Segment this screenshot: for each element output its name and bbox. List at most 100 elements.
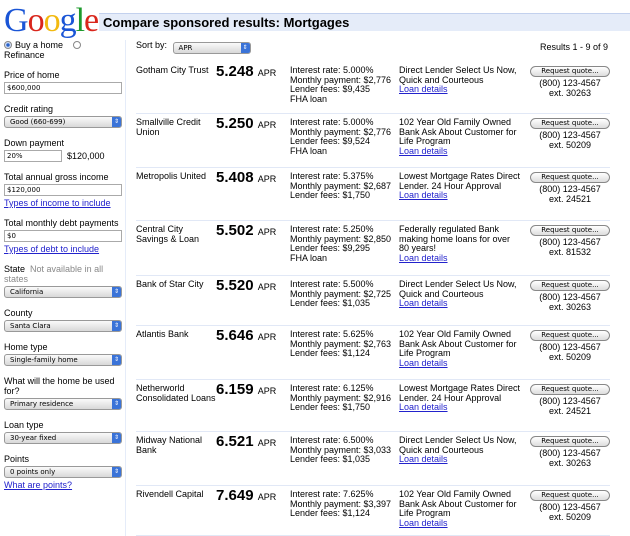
debt-types-link[interactable]: Types of debt to include — [4, 244, 100, 254]
ad-description: 102 Year Old Family Owned Bank Ask About… — [399, 489, 521, 528]
interest-rate: Interest rate: 7.625% — [290, 489, 374, 499]
interest-rate: Interest rate: 5.375% — [290, 171, 374, 181]
loan-details-link[interactable]: Loan details — [399, 145, 448, 156]
contact: Request quote... (800) 123-4567 ext. 50209 — [530, 330, 610, 362]
request-quote-button[interactable]: Request quote... — [530, 118, 610, 129]
request-quote-button[interactable]: Request quote... — [530, 172, 610, 183]
debt-label: Total monthly debt payments — [4, 218, 119, 228]
points-help-link[interactable]: What are points? — [4, 480, 73, 490]
apr-unit: APR — [257, 68, 277, 78]
loan-terms: Interest rate: 7.625% Monthly payment: $3… — [290, 489, 391, 519]
apr-value: 5.646 APR — [216, 327, 277, 344]
county-select[interactable]: Santa Clara ⇕ — [4, 320, 122, 332]
phone-extension: ext. 30263 — [548, 301, 592, 312]
loan-details-link[interactable]: Loan details — [399, 517, 448, 528]
state-select[interactable]: California ⇕ — [4, 286, 122, 298]
monthly-payment: Monthly payment: $2,776 — [290, 74, 392, 85]
income-types-link[interactable]: Types of income to include — [4, 198, 111, 208]
lender-fees: Lender fees: $1,124 — [290, 508, 371, 518]
phone-extension: ext. 24521 — [548, 405, 592, 416]
apr-unit: APR — [257, 386, 277, 396]
home-use-select[interactable]: Primary residence ⇕ — [4, 398, 122, 410]
phone-number: (800) 123-4567 — [539, 342, 601, 352]
interest-rate: Interest rate: 6.125% — [290, 383, 374, 393]
fha-badge: FHA loan — [290, 252, 328, 263]
chevron-updown-icon: ⇕ — [112, 321, 121, 331]
loan-details-link[interactable]: Loan details — [399, 252, 448, 263]
apr-unit: APR — [257, 174, 277, 184]
lender-fees: Lender fees: $1,124 — [290, 348, 371, 358]
lender-name: Midway National Bank — [136, 435, 203, 455]
radio-refinance[interactable]: Refinance — [4, 40, 84, 60]
phone-number: (800) 123-4567 — [539, 448, 601, 458]
lender-name: Metropolis United — [136, 171, 207, 181]
state-note: Not available in all states — [4, 264, 104, 284]
contact: Request quote... (800) 123-4567 ext. 30263 — [530, 280, 610, 312]
results-panel: Sort by: APR ⇕ Results 1 - 9 of 9 Gotham … — [136, 40, 614, 536]
apr-unit: APR — [257, 282, 277, 292]
loan-details-link[interactable]: Loan details — [399, 190, 448, 200]
lender-name: Central City Savings & Loan — [136, 224, 200, 244]
result-row: Atlantis Bank 5.646 APR Interest rate: 5… — [136, 326, 610, 380]
ad-description: 102 Year Old Family Owned Bank Ask About… — [399, 329, 521, 368]
phone-extension: ext. 50209 — [548, 511, 592, 522]
monthly-payment: Monthly payment: $2,776 — [290, 126, 392, 137]
result-row: Smallville Credit Union 5.250 APR Intere… — [136, 114, 610, 168]
contact: Request quote... (800) 123-4567 ext. 30263 — [530, 436, 610, 468]
request-quote-button[interactable]: Request quote... — [530, 436, 610, 447]
result-row: Metropolis United 5.408 APR Interest rat… — [136, 168, 610, 221]
lender-name: Gotham City Trust — [136, 65, 209, 75]
phone-extension: ext. 30263 — [548, 457, 592, 468]
down-payment-label: Down payment — [4, 138, 65, 148]
loan-details-link[interactable]: Loan details — [399, 402, 448, 412]
loan-details-link[interactable]: Loan details — [399, 84, 448, 94]
chevron-updown-icon: ⇕ — [112, 287, 121, 297]
home-type-label: Home type — [4, 342, 48, 352]
radio-selected-icon[interactable] — [4, 41, 12, 49]
price-input[interactable]: $600,000 — [4, 82, 122, 94]
phone-number: (800) 123-4567 — [539, 502, 601, 512]
lender-fees: Lender fees: $9,524 — [290, 136, 371, 146]
radio-unselected-icon[interactable] — [73, 41, 82, 49]
apr-value: 6.159 APR — [216, 381, 277, 398]
income-input[interactable]: $120,000 — [4, 184, 122, 196]
loan-details-link[interactable]: Loan details — [399, 454, 448, 464]
sort-select[interactable]: APR ⇕ — [172, 42, 251, 54]
loan-type-select[interactable]: 30-year fixed ⇕ — [4, 432, 122, 444]
debt-input[interactable]: $0 — [4, 230, 122, 242]
ad-description: Direct Lender Select Us Now, Quick and C… — [399, 435, 521, 465]
loan-terms: Interest rate: 5.500% Monthly payment: $2… — [290, 279, 391, 309]
apr-unit: APR — [257, 438, 277, 448]
ad-description: 102 Year Old Family Owned Bank Ask About… — [399, 117, 521, 156]
points-select[interactable]: 0 points only ⇕ — [4, 466, 122, 478]
monthly-payment: Monthly payment: $2,763 — [290, 338, 392, 349]
phone-number: (800) 123-4567 — [539, 396, 601, 406]
request-quote-button[interactable]: Request quote... — [530, 384, 610, 395]
request-quote-button[interactable]: Request quote... — [530, 225, 610, 236]
loan-details-link[interactable]: Loan details — [399, 357, 448, 368]
loan-details-link[interactable]: Loan details — [399, 298, 448, 308]
request-quote-button[interactable]: Request quote... — [530, 330, 610, 341]
phone-extension: ext. 50209 — [548, 351, 592, 362]
chevron-updown-icon: ⇕ — [112, 117, 121, 127]
credit-select[interactable]: Good (660-699) ⇕ — [4, 116, 122, 128]
price-label: Price of home — [4, 70, 60, 80]
phone-extension: ext. 30263 — [548, 87, 592, 98]
home-type-select[interactable]: Single-family home ⇕ — [4, 354, 122, 366]
apr-value: 5.408 APR — [216, 169, 277, 186]
google-logo[interactable]: Google — [4, 2, 99, 39]
radio-buy-home[interactable]: Buy a home — [4, 40, 63, 50]
request-quote-button[interactable]: Request quote... — [530, 490, 610, 501]
apr-unit: APR — [257, 492, 277, 502]
divider — [125, 40, 126, 536]
request-quote-button[interactable]: Request quote... — [530, 280, 610, 291]
ad-description: Lowest Mortgage Rates Direct Lender. 24 … — [399, 171, 521, 200]
down-payment-input[interactable]: 20% — [4, 150, 62, 162]
loan-terms: Interest rate: 5.625% Monthly payment: $2… — [290, 329, 392, 359]
lender-name: Netherworld Consolidated Loans — [136, 383, 216, 403]
request-quote-button[interactable]: Request quote... — [530, 66, 610, 77]
result-row: Midway National Bank 6.521 APR Interest … — [136, 432, 610, 486]
home-use-label: What will the home be used for? — [4, 376, 115, 396]
monthly-payment: Monthly payment: $3,033 — [290, 444, 392, 455]
contact: Request quote... (800) 123-4567 ext. 50209 — [530, 118, 610, 150]
